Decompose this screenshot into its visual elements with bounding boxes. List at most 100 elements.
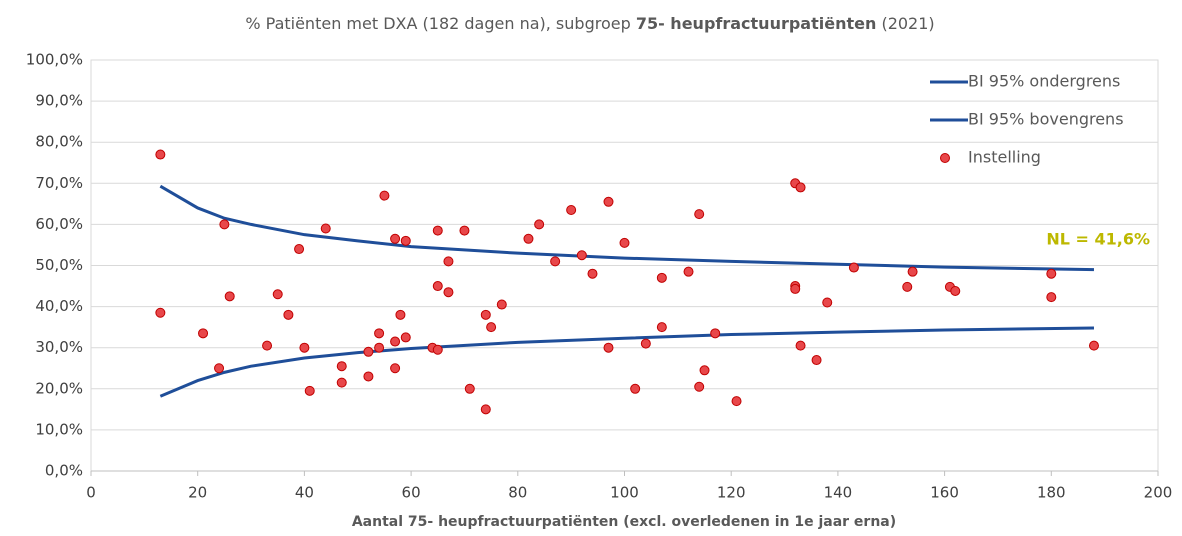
chart-title: % Patiënten met DXA (182 dagen na), subg… <box>245 14 934 33</box>
point <box>443 256 454 267</box>
legend-label: BI 95% ondergrens <box>968 72 1120 91</box>
point <box>219 219 230 230</box>
y-tick-label: 90,0% <box>35 92 83 110</box>
x-tick-label: 80 <box>508 484 527 502</box>
point <box>731 396 742 407</box>
point <box>155 149 166 160</box>
point <box>374 328 385 339</box>
y-tick-label: 0,0% <box>45 462 83 480</box>
point <box>400 235 411 246</box>
point <box>395 309 406 320</box>
point <box>656 322 667 333</box>
y-tick-label: 40,0% <box>35 297 83 315</box>
point <box>795 182 806 193</box>
legend-label: BI 95% bovengrens <box>968 110 1124 129</box>
point <box>390 336 401 347</box>
point <box>694 209 705 220</box>
y-tick-label: 60,0% <box>35 215 83 233</box>
x-tick-label: 60 <box>402 484 421 502</box>
y-tick-label: 100,0% <box>26 51 83 69</box>
point <box>1046 292 1057 303</box>
point <box>432 281 443 292</box>
point <box>710 328 721 339</box>
point <box>224 291 235 302</box>
point <box>283 309 294 320</box>
point <box>374 342 385 353</box>
point <box>694 381 705 392</box>
ci-line <box>159 184 1095 272</box>
point <box>299 342 310 353</box>
point <box>480 309 491 320</box>
point <box>790 283 801 294</box>
point <box>1088 340 1099 351</box>
point <box>294 244 305 255</box>
y-tick-label: 50,0% <box>35 256 83 274</box>
point <box>587 268 598 279</box>
x-tick-label: 40 <box>295 484 314 502</box>
point <box>576 250 587 261</box>
x-tick-label: 200 <box>1144 484 1173 502</box>
point <box>811 355 822 366</box>
point <box>336 377 347 388</box>
title-part: 75- heupfractuurpatiënten <box>636 14 877 33</box>
point <box>950 285 961 296</box>
y-tick-label: 30,0% <box>35 338 83 356</box>
x-tick-label: 100 <box>610 484 639 502</box>
title-part: (2021) <box>876 14 934 33</box>
point <box>443 287 454 298</box>
x-axis-label: Aantal 75- heupfractuurpatiënten (excl. … <box>352 514 896 530</box>
y-tick-label: 20,0% <box>35 379 83 397</box>
point <box>619 237 630 248</box>
point <box>459 225 470 236</box>
legend-swatch <box>940 153 950 163</box>
point <box>907 266 918 277</box>
x-tick-label: 120 <box>717 484 746 502</box>
title-part: % Patiënten met DXA (182 dagen na), subg… <box>245 14 635 33</box>
x-tick-label: 180 <box>1037 484 1066 502</box>
point <box>363 346 374 357</box>
point <box>699 365 710 376</box>
point <box>1046 268 1057 279</box>
point <box>379 190 390 201</box>
point <box>486 322 497 333</box>
point <box>400 332 411 343</box>
point <box>496 299 507 310</box>
point <box>848 262 859 273</box>
point <box>320 223 331 234</box>
point <box>902 281 913 292</box>
point <box>534 219 545 230</box>
point <box>363 371 374 382</box>
point <box>603 196 614 207</box>
point <box>603 342 614 353</box>
point <box>566 205 577 216</box>
point <box>390 363 401 374</box>
point <box>214 363 225 374</box>
point <box>656 272 667 283</box>
annotation: NL = 41,6% <box>1046 230 1150 249</box>
point <box>683 266 694 277</box>
y-tick-label: 80,0% <box>35 133 83 151</box>
point <box>630 383 641 394</box>
point <box>795 340 806 351</box>
point <box>464 383 475 394</box>
point <box>550 256 561 267</box>
ci-line <box>159 326 1095 398</box>
point <box>390 233 401 244</box>
point <box>155 307 166 318</box>
point <box>262 340 273 351</box>
point <box>336 361 347 372</box>
x-tick-label: 160 <box>930 484 959 502</box>
point <box>272 289 283 300</box>
point <box>640 338 651 349</box>
point <box>432 225 443 236</box>
point <box>480 404 491 415</box>
point <box>822 297 833 308</box>
point <box>432 344 443 355</box>
point <box>523 233 534 244</box>
point <box>198 328 209 339</box>
legend-label: Instelling <box>968 148 1041 167</box>
point <box>304 385 315 396</box>
y-tick-label: 70,0% <box>35 174 83 192</box>
y-tick-label: 10,0% <box>35 420 83 438</box>
